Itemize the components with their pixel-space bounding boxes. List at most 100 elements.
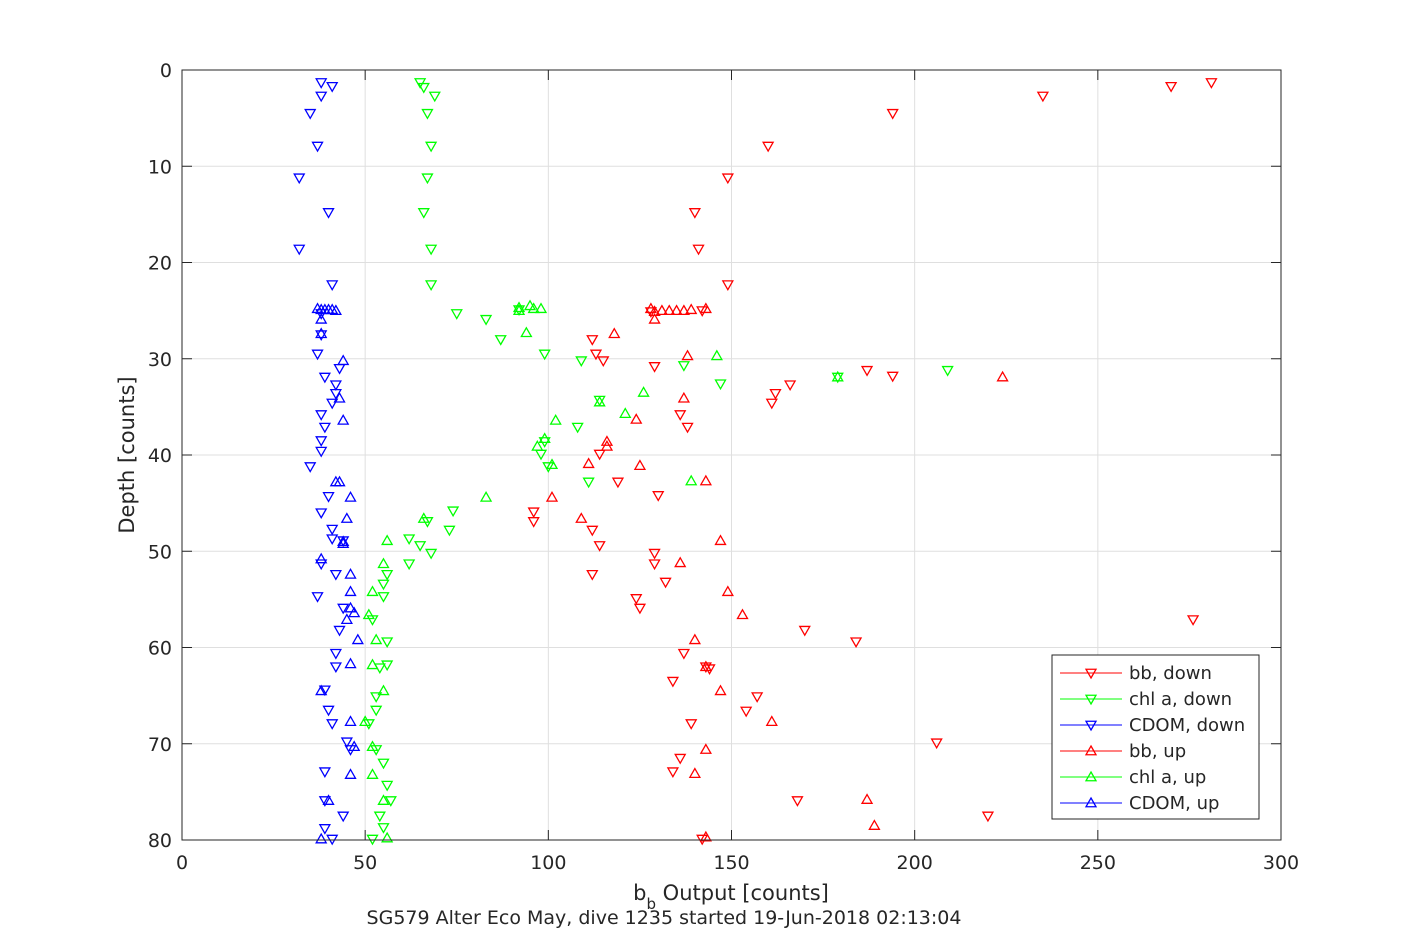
data-point [714, 684, 727, 696]
data-point [630, 413, 643, 424]
data-point [326, 280, 339, 291]
data-point [655, 304, 669, 316]
legend-marker [1084, 796, 1098, 808]
data-point [370, 633, 383, 645]
x-tick-label: 50 [353, 852, 377, 874]
data-point [362, 719, 375, 730]
data-point [318, 372, 331, 384]
x-axis-label-subscript: b [646, 895, 656, 913]
legend-marker [1084, 668, 1098, 680]
data-point [381, 637, 394, 649]
data-point [549, 414, 562, 425]
legend-marker [1084, 770, 1098, 782]
data-point [344, 768, 357, 779]
data-point [344, 568, 357, 579]
data-point [527, 507, 540, 519]
data-point [315, 327, 328, 339]
data-point [318, 767, 331, 778]
data-point [688, 208, 701, 219]
data-point [600, 440, 614, 451]
data-point [315, 436, 328, 447]
data-point [377, 557, 390, 569]
data-point [322, 705, 335, 717]
data-point [421, 173, 434, 185]
data-point [322, 794, 335, 805]
data-point [311, 141, 324, 153]
data-point [981, 811, 995, 823]
data-point [710, 349, 723, 361]
data-point [666, 676, 680, 688]
data-point [714, 534, 727, 546]
data-point [512, 301, 526, 313]
data-point [538, 349, 551, 361]
data-point [798, 625, 811, 637]
data-point [424, 244, 438, 256]
data-point [571, 422, 584, 434]
legend-marker [1084, 694, 1098, 706]
data-point [366, 658, 379, 670]
data-point [696, 306, 709, 317]
data-point [783, 380, 797, 392]
legend-label: bb, up [1129, 741, 1186, 762]
caption: SG579 Alter Eco May, dive 1235 started 1… [367, 907, 962, 929]
data-point [677, 361, 690, 372]
data-point [315, 312, 328, 324]
data-point [344, 491, 357, 502]
data-point [699, 302, 712, 314]
data-point [531, 440, 544, 451]
data-point [329, 648, 342, 660]
data-point [329, 569, 342, 581]
data-point [304, 462, 317, 473]
data-point [424, 141, 438, 153]
x-tick-label: 150 [713, 852, 749, 874]
data-point [637, 386, 650, 397]
data-point [1205, 78, 1218, 89]
data-point [318, 422, 331, 434]
data-point [344, 657, 357, 669]
y-tick-label: 20 [148, 253, 172, 275]
data-point [633, 603, 647, 615]
data-point [479, 314, 493, 326]
data-point [329, 304, 342, 316]
data-point [721, 585, 734, 597]
x-axis-label-main: b [633, 881, 646, 905]
data-point [534, 302, 548, 314]
data-point [318, 685, 331, 697]
data-point [670, 304, 683, 316]
data-point [699, 830, 712, 842]
data-point [582, 477, 595, 489]
data-point [337, 535, 350, 547]
data-point [311, 302, 324, 314]
legend-marker [1084, 744, 1098, 756]
data-point [377, 758, 390, 770]
data-point [674, 556, 687, 568]
data-point [685, 303, 698, 315]
data-point [666, 767, 680, 778]
series-2 [293, 78, 357, 846]
x-axis-label: bb Output [counts] [633, 881, 829, 913]
data-point [860, 793, 874, 804]
data-point [1036, 91, 1050, 103]
data-point [413, 541, 427, 552]
data-point [424, 548, 438, 560]
data-point [633, 459, 647, 470]
data-point [326, 524, 339, 536]
data-point [351, 633, 364, 645]
data-point [699, 743, 712, 754]
data-point [586, 335, 599, 346]
data-point [714, 379, 727, 391]
data-point [446, 506, 460, 518]
data-point [512, 304, 526, 316]
data-point [681, 422, 694, 434]
y-tick-label: 40 [148, 445, 172, 467]
data-point [337, 414, 350, 425]
data-point [340, 512, 353, 523]
data-point [344, 585, 357, 597]
y-tick-label: 30 [148, 349, 172, 371]
data-point [586, 569, 599, 581]
legend-marker [1084, 720, 1098, 732]
legend-label: bb, down [1129, 663, 1212, 684]
data-point [322, 208, 335, 219]
data-point [377, 794, 390, 805]
data-point [769, 389, 782, 400]
